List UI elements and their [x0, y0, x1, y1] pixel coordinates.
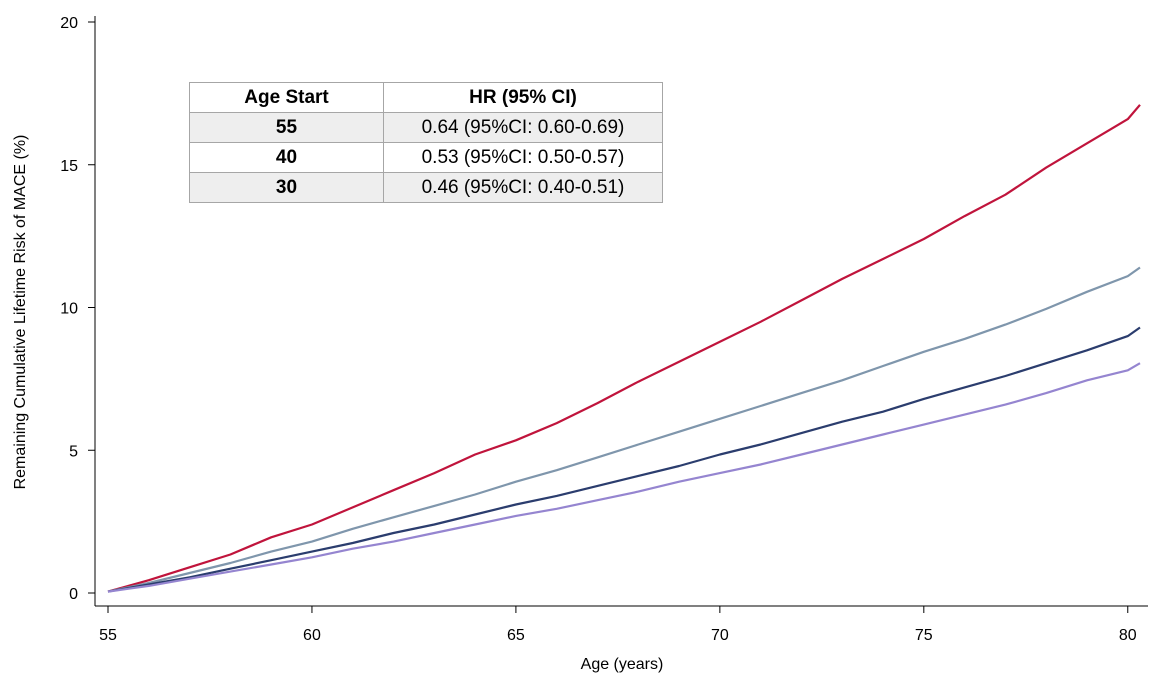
hazard-ratio-table: Age Start HR (95% CI) 55 0.64 (95%CI: 0.… — [189, 82, 663, 203]
header-hr: HR (95% CI) — [383, 82, 663, 113]
series-line-3 — [107, 326, 1141, 593]
table-row: 30 0.46 (95%CI: 0.40-0.51) — [189, 172, 663, 203]
x-tick-label: 65 — [507, 627, 525, 644]
table-row: 55 0.64 (95%CI: 0.60-0.69) — [189, 112, 663, 143]
x-tick-label: 55 — [99, 627, 117, 644]
series-layer — [107, 104, 1141, 593]
y-ticks: 0 5 10 15 20 — [60, 15, 95, 603]
x-ticks: 55 60 65 70 75 80 — [99, 606, 1137, 644]
y-tick-label: 20 — [60, 15, 78, 32]
table-header-row: Age Start HR (95% CI) — [189, 82, 663, 113]
age-start-cell: 30 — [189, 172, 384, 203]
y-tick-label: 0 — [69, 586, 78, 603]
x-tick-label: 80 — [1119, 627, 1137, 644]
y-tick-label: 15 — [60, 158, 78, 175]
series-line-1 — [107, 104, 1141, 593]
x-axis-title: Age (years) — [581, 656, 664, 673]
y-axis: 0 5 10 15 20 Remaining Cumulative Lifetime R… — [12, 15, 96, 606]
y-axis-title: Remaining Cumulative Lifetime Risk of MA… — [12, 135, 29, 490]
table-row: 40 0.53 (95%CI: 0.50-0.57) — [189, 142, 663, 173]
x-tick-label: 75 — [915, 627, 933, 644]
series-line-2 — [107, 266, 1141, 593]
age-start-cell: 40 — [189, 142, 384, 173]
hr-cell: 0.46 (95%CI: 0.40-0.51) — [383, 172, 663, 203]
header-age-start: Age Start — [189, 82, 384, 113]
x-tick-label: 60 — [303, 627, 321, 644]
x-tick-label: 70 — [711, 627, 729, 644]
x-axis: 55 60 65 70 75 80 Age (years) — [95, 605, 1148, 673]
y-tick-label: 10 — [60, 301, 78, 318]
age-start-cell: 55 — [189, 112, 384, 143]
series-line-4 — [107, 362, 1141, 593]
hr-cell: 0.53 (95%CI: 0.50-0.57) — [383, 142, 663, 173]
y-tick-label: 5 — [69, 443, 78, 460]
hr-cell: 0.64 (95%CI: 0.60-0.69) — [383, 112, 663, 143]
